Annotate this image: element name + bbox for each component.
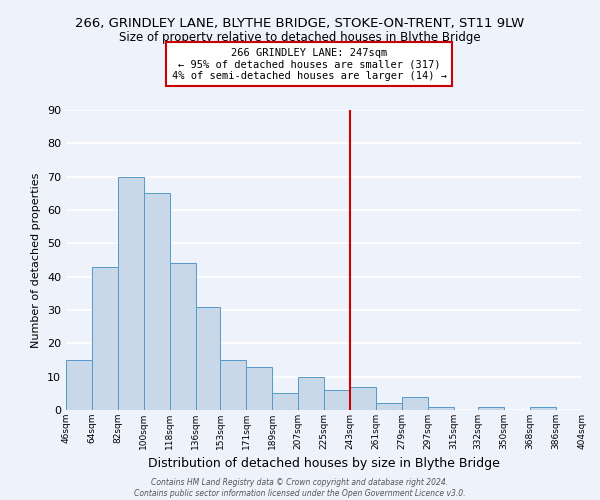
- Bar: [428, 406, 454, 410]
- Text: 266, GRINDLEY LANE, BLYTHE BRIDGE, STOKE-ON-TRENT, ST11 9LW: 266, GRINDLEY LANE, BLYTHE BRIDGE, STOKE…: [76, 18, 524, 30]
- Bar: [530, 406, 556, 410]
- Bar: [350, 386, 376, 410]
- Bar: [196, 306, 220, 410]
- Text: Size of property relative to detached houses in Blythe Bridge: Size of property relative to detached ho…: [119, 31, 481, 44]
- Bar: [324, 390, 350, 410]
- Bar: [272, 394, 298, 410]
- Bar: [478, 406, 504, 410]
- Bar: [144, 194, 170, 410]
- Bar: [118, 176, 144, 410]
- Bar: [170, 264, 196, 410]
- Bar: [402, 396, 428, 410]
- Bar: [376, 404, 402, 410]
- Bar: [66, 360, 92, 410]
- X-axis label: Distribution of detached houses by size in Blythe Bridge: Distribution of detached houses by size …: [148, 458, 500, 470]
- Bar: [220, 360, 246, 410]
- Bar: [92, 266, 118, 410]
- Text: Contains HM Land Registry data © Crown copyright and database right 2024.
Contai: Contains HM Land Registry data © Crown c…: [134, 478, 466, 498]
- Y-axis label: Number of detached properties: Number of detached properties: [31, 172, 41, 348]
- Bar: [298, 376, 324, 410]
- Bar: [246, 366, 272, 410]
- Text: 266 GRINDLEY LANE: 247sqm
← 95% of detached houses are smaller (317)
4% of semi-: 266 GRINDLEY LANE: 247sqm ← 95% of detac…: [172, 48, 446, 80]
